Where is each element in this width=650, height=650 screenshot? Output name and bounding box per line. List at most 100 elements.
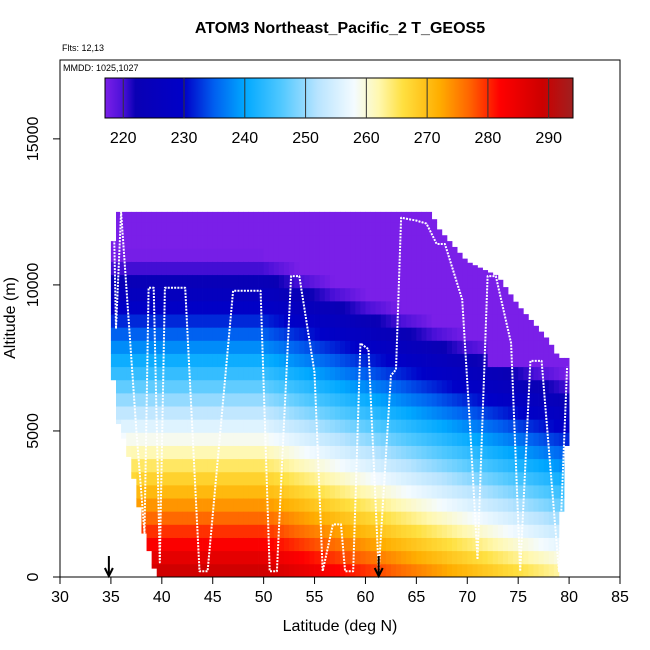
flight-track-line [113, 210, 569, 573]
curtain-cell [497, 471, 504, 486]
curtain-cell [370, 471, 377, 486]
curtain-cell [146, 484, 153, 499]
curtain-cell [421, 524, 427, 538]
curtain-cell [222, 563, 229, 577]
curtain-cell [304, 392, 310, 407]
curtain-cell [518, 392, 524, 407]
curtain-cell [467, 550, 473, 565]
curtain-cell [182, 327, 188, 341]
curtain-cell [289, 379, 295, 394]
curtain-cell [421, 327, 427, 341]
curtain-cell [385, 419, 392, 433]
curtain-cell [177, 419, 183, 433]
curtain-cell [416, 261, 422, 276]
curtain-cell [314, 537, 321, 552]
curtain-cell [289, 419, 295, 433]
curtain-cell [284, 235, 290, 249]
curtain-cell [284, 261, 290, 276]
curtain-cell [385, 511, 392, 525]
curtain-cell [238, 211, 244, 223]
curtain-cell [238, 366, 244, 381]
curtain-cell [243, 248, 249, 262]
curtain-cell [518, 445, 524, 460]
curtain-cell [518, 314, 524, 328]
curtain-cell [141, 261, 147, 276]
curtain-cell [401, 353, 407, 368]
curtain-cell [263, 458, 270, 473]
curtain-cell [166, 314, 173, 328]
curtain-cell [136, 458, 142, 473]
curtain-cell [401, 537, 407, 552]
curtain-cell [156, 274, 163, 289]
curtain-cell [380, 287, 387, 302]
curtain-cell [156, 432, 163, 446]
curtain-cell [228, 511, 234, 525]
curtain-cell [401, 287, 407, 302]
curtain-cell [273, 340, 280, 354]
curtain-cell [441, 300, 448, 315]
curtain-cell [365, 445, 371, 460]
curtain-cell [350, 222, 356, 236]
curtain-cell [497, 498, 504, 512]
curtain-cell [457, 392, 463, 407]
curtain-cell [187, 222, 193, 236]
curtain-cell [329, 445, 336, 460]
curtain-cell [319, 458, 326, 473]
curtain-cell [248, 261, 254, 276]
curtain-cell [350, 235, 356, 249]
curtain-cell [273, 379, 280, 394]
curtain-cell [161, 379, 168, 394]
curtain-cell [278, 366, 285, 381]
curtain-cell [385, 340, 392, 354]
curtain-cell [446, 563, 453, 577]
curtain-cell [477, 327, 483, 341]
curtain-cell [513, 366, 519, 381]
curtain-cell [360, 563, 366, 577]
curtain-cell [345, 314, 351, 328]
colorbar-tick-label: 230 [171, 130, 198, 147]
curtain-cell [161, 458, 168, 473]
curtain-cell [278, 211, 285, 223]
curtain-cell [350, 458, 356, 473]
curtain-cell [304, 248, 310, 262]
curtain-cell [268, 353, 275, 368]
curtain-cell [238, 235, 244, 249]
curtain-cell [329, 406, 336, 420]
curtain-cell [375, 211, 382, 223]
curtain-cell [340, 314, 346, 328]
curtain-cell [299, 511, 305, 525]
curtain-cell [380, 261, 387, 276]
curtain-cell [518, 484, 524, 499]
curtain-cell [375, 458, 382, 473]
curtain-cell [258, 458, 265, 473]
curtain-cell [161, 432, 168, 446]
curtain-cell [355, 432, 361, 446]
curtain-cell [355, 211, 361, 223]
curtain-cell [192, 537, 198, 552]
curtain-cell [207, 419, 214, 433]
curtain-cell [126, 327, 132, 341]
curtain-cell [497, 458, 504, 473]
curtain-cell [238, 353, 244, 368]
curtain-cell [431, 392, 438, 407]
curtain-cell [355, 471, 361, 486]
curtain-cell [314, 484, 321, 499]
x-axis-label: Latitude (deg N) [283, 618, 398, 635]
curtain-cell [263, 366, 270, 381]
curtain-cell [472, 524, 478, 538]
curtain-cell [401, 432, 407, 446]
curtain-cell [329, 287, 336, 302]
x-tick-label: 70 [458, 589, 476, 606]
curtain-cell [202, 432, 209, 446]
curtain-cell [340, 235, 346, 249]
curtain-cell [192, 563, 198, 577]
curtain-cell [375, 498, 382, 512]
curtain-cell [538, 550, 545, 565]
curtain-cell [212, 406, 219, 420]
curtain-cell [187, 314, 193, 328]
curtain-cell [401, 392, 407, 407]
curtain-cell [197, 524, 203, 538]
curtain-cell [543, 392, 550, 407]
curtain-cell [217, 563, 224, 577]
curtain-cell [136, 392, 142, 407]
